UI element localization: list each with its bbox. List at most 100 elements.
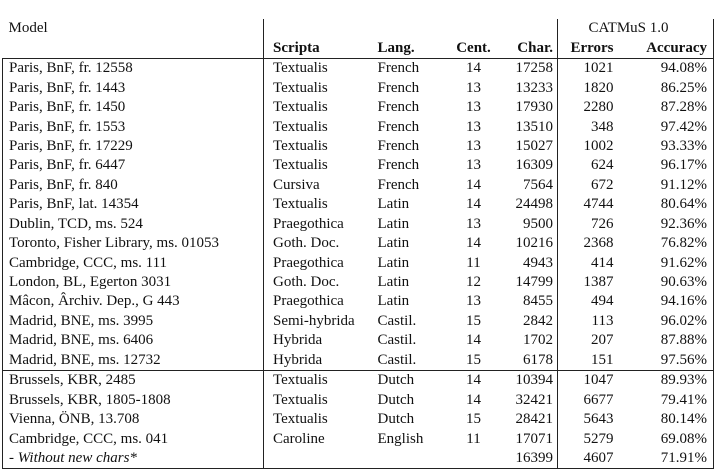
table-row: London, BL, Egerton 3031 Goth. Doc. Latin 1… xyxy=(2,272,714,293)
cell-accuracy: 89.93% xyxy=(622,370,714,391)
cell-scripta: Textualis xyxy=(263,370,371,391)
cell-char: 13233 xyxy=(491,78,558,98)
cell-accuracy: 87.88% xyxy=(622,331,714,351)
table-row: Cambridge, CCC, ms. 111 Praegothica Latin 1… xyxy=(2,253,714,273)
cell-model: Dublin, TCD, ms. 524 xyxy=(2,214,264,234)
cell-lang: French xyxy=(377,137,420,154)
cell-char: 17930 xyxy=(491,97,558,118)
cell-lang: Latin xyxy=(377,274,410,291)
cell-errors: 414 xyxy=(591,254,614,271)
cell-errors: 1820 xyxy=(583,79,614,96)
cell-errors: 1047 xyxy=(557,370,623,391)
cell-cent: 11 xyxy=(466,430,481,447)
cell-accuracy: 97.42% xyxy=(622,117,714,137)
table-row: Madrid, BNE, ms. 6406 Hybrida Castil. 14 170… xyxy=(2,331,714,351)
cell-cent: 13 xyxy=(466,293,481,310)
cell-lang: Dutch xyxy=(370,370,456,391)
cell-lang: Latin xyxy=(377,235,410,252)
cell-errors: 207 xyxy=(591,332,614,349)
cell-lang: Latin xyxy=(377,215,410,232)
cell-char: 1702 xyxy=(491,331,558,351)
cell-lang: Latin xyxy=(377,293,410,310)
cell-accuracy: 79.41% xyxy=(622,390,714,410)
cell-lang: French xyxy=(377,176,420,193)
cell-model: Cambridge, CCC, ms. 111 xyxy=(2,253,264,273)
cell-char: 10394 xyxy=(491,370,558,391)
cell-model: Madrid, BNE, ms. 12732 xyxy=(2,350,264,371)
table-row: Mâcon, Ârchiv. Dep., G 443 Praegothica Lat… xyxy=(2,292,714,312)
cell-cent: 12 xyxy=(466,274,481,291)
cell-model: Paris, BnF, fr. 17229 xyxy=(2,136,264,157)
cell-scripta: Hybrida xyxy=(273,332,323,349)
cell-errors: 5643 xyxy=(583,411,614,428)
cell-model: Paris, BnF, fr. 1553 xyxy=(2,117,264,137)
header-spacer xyxy=(263,19,558,39)
cell-cent: 13 xyxy=(466,137,481,154)
cell-accuracy: 69.08% xyxy=(622,429,714,449)
cell-char: 16399 xyxy=(491,448,558,470)
cell-lang xyxy=(370,448,456,470)
cell-lang: French xyxy=(377,157,420,174)
cell-accuracy: 94.16% xyxy=(622,292,714,312)
cell-char: 16309 xyxy=(491,156,558,176)
cell-cent: 13 xyxy=(466,118,481,135)
table-row: Vienna, ÖNB, 13.708 Textualis Dutch 15 28421… xyxy=(2,409,714,430)
cell-model: Cambridge, CCC, ms. 041 xyxy=(2,429,264,449)
cell-cent: 15 xyxy=(466,312,481,329)
cell-cent: 13 xyxy=(466,99,481,116)
cell-char: 7564 xyxy=(491,175,558,196)
results-table: Model CATMuS 1.0 Scripta Lang. Cent. Cha… xyxy=(2,19,714,470)
cell-cent: 14 xyxy=(466,391,481,408)
cell-model: Paris, BnF, fr. 12558 xyxy=(2,58,264,79)
table-row: Paris, BnF, fr. 840 Cursiva French 14 7564 67… xyxy=(2,175,714,196)
column-group-catmus: CATMuS 1.0 xyxy=(557,19,714,39)
cell-errors: 726 xyxy=(591,215,614,232)
cell-char: 13510 xyxy=(491,117,558,137)
column-header-lang: Lang. xyxy=(370,38,456,59)
cell-cent: 14 xyxy=(466,196,481,213)
table-row: Toronto, Fisher Library, ms. 01053 Goth. … xyxy=(2,233,714,254)
cell-scripta: Textualis xyxy=(273,79,328,96)
cell-scripta: Praegothica xyxy=(273,254,344,271)
cell-scripta: Textualis xyxy=(273,118,328,135)
cell-scripta: Hybrida xyxy=(273,351,323,368)
cell-scripta: Textualis xyxy=(273,196,328,213)
column-header-cent: Cent. xyxy=(455,38,492,59)
cell-errors: 4607 xyxy=(557,448,623,470)
table-row: Paris, BnF, lat. 14354 Textualis Latin 14 24… xyxy=(2,195,714,215)
cell-scripta: Praegothica xyxy=(273,215,344,232)
cell-errors: 494 xyxy=(591,293,614,310)
cell-cent: 14 xyxy=(466,176,481,193)
cell-lang: Latin xyxy=(377,254,410,271)
cell-errors: 151 xyxy=(591,351,614,368)
cell-model: Vienna, ÖNB, 13.708 xyxy=(2,409,264,430)
cell-accuracy: 96.02% xyxy=(622,311,714,332)
cell-errors: 624 xyxy=(591,157,614,174)
cell-scripta: Textualis xyxy=(273,157,328,174)
cell-char: 10216 xyxy=(491,233,558,254)
cell-cent: 14 xyxy=(466,332,481,349)
cell-errors: 5279 xyxy=(583,430,614,447)
cell-accuracy: 93.33% xyxy=(622,136,714,157)
cell-cent: 15 xyxy=(466,411,481,428)
cell-accuracy: 87.28% xyxy=(622,97,714,118)
cell-model: Paris, BnF, fr. 1443 xyxy=(2,78,264,98)
cell-model: Paris, BnF, lat. 14354 xyxy=(2,195,264,215)
cell-accuracy: 91.62% xyxy=(622,253,714,273)
cell-cent xyxy=(455,448,492,470)
cell-errors: 113 xyxy=(591,312,614,329)
cell-cent: 14 xyxy=(466,60,481,77)
cell-char: 24498 xyxy=(491,195,558,215)
cell-lang: Castil. xyxy=(377,332,417,349)
cell-scripta: Textualis xyxy=(273,99,328,116)
cell-scripta: Textualis xyxy=(273,411,328,428)
cell-scripta xyxy=(263,448,371,470)
cell-model: Madrid, BNE, ms. 3995 xyxy=(2,311,264,332)
cell-char: 32421 xyxy=(491,390,558,410)
cell-model: Mâcon, Ârchiv. Dep., G 443 xyxy=(2,292,264,312)
cell-errors: 348 xyxy=(591,118,614,135)
cell-accuracy: 76.82% xyxy=(622,233,714,254)
cell-errors: 2368 xyxy=(583,235,614,252)
cell-scripta: Cursiva xyxy=(273,176,320,193)
header-empty-cell xyxy=(2,38,264,59)
